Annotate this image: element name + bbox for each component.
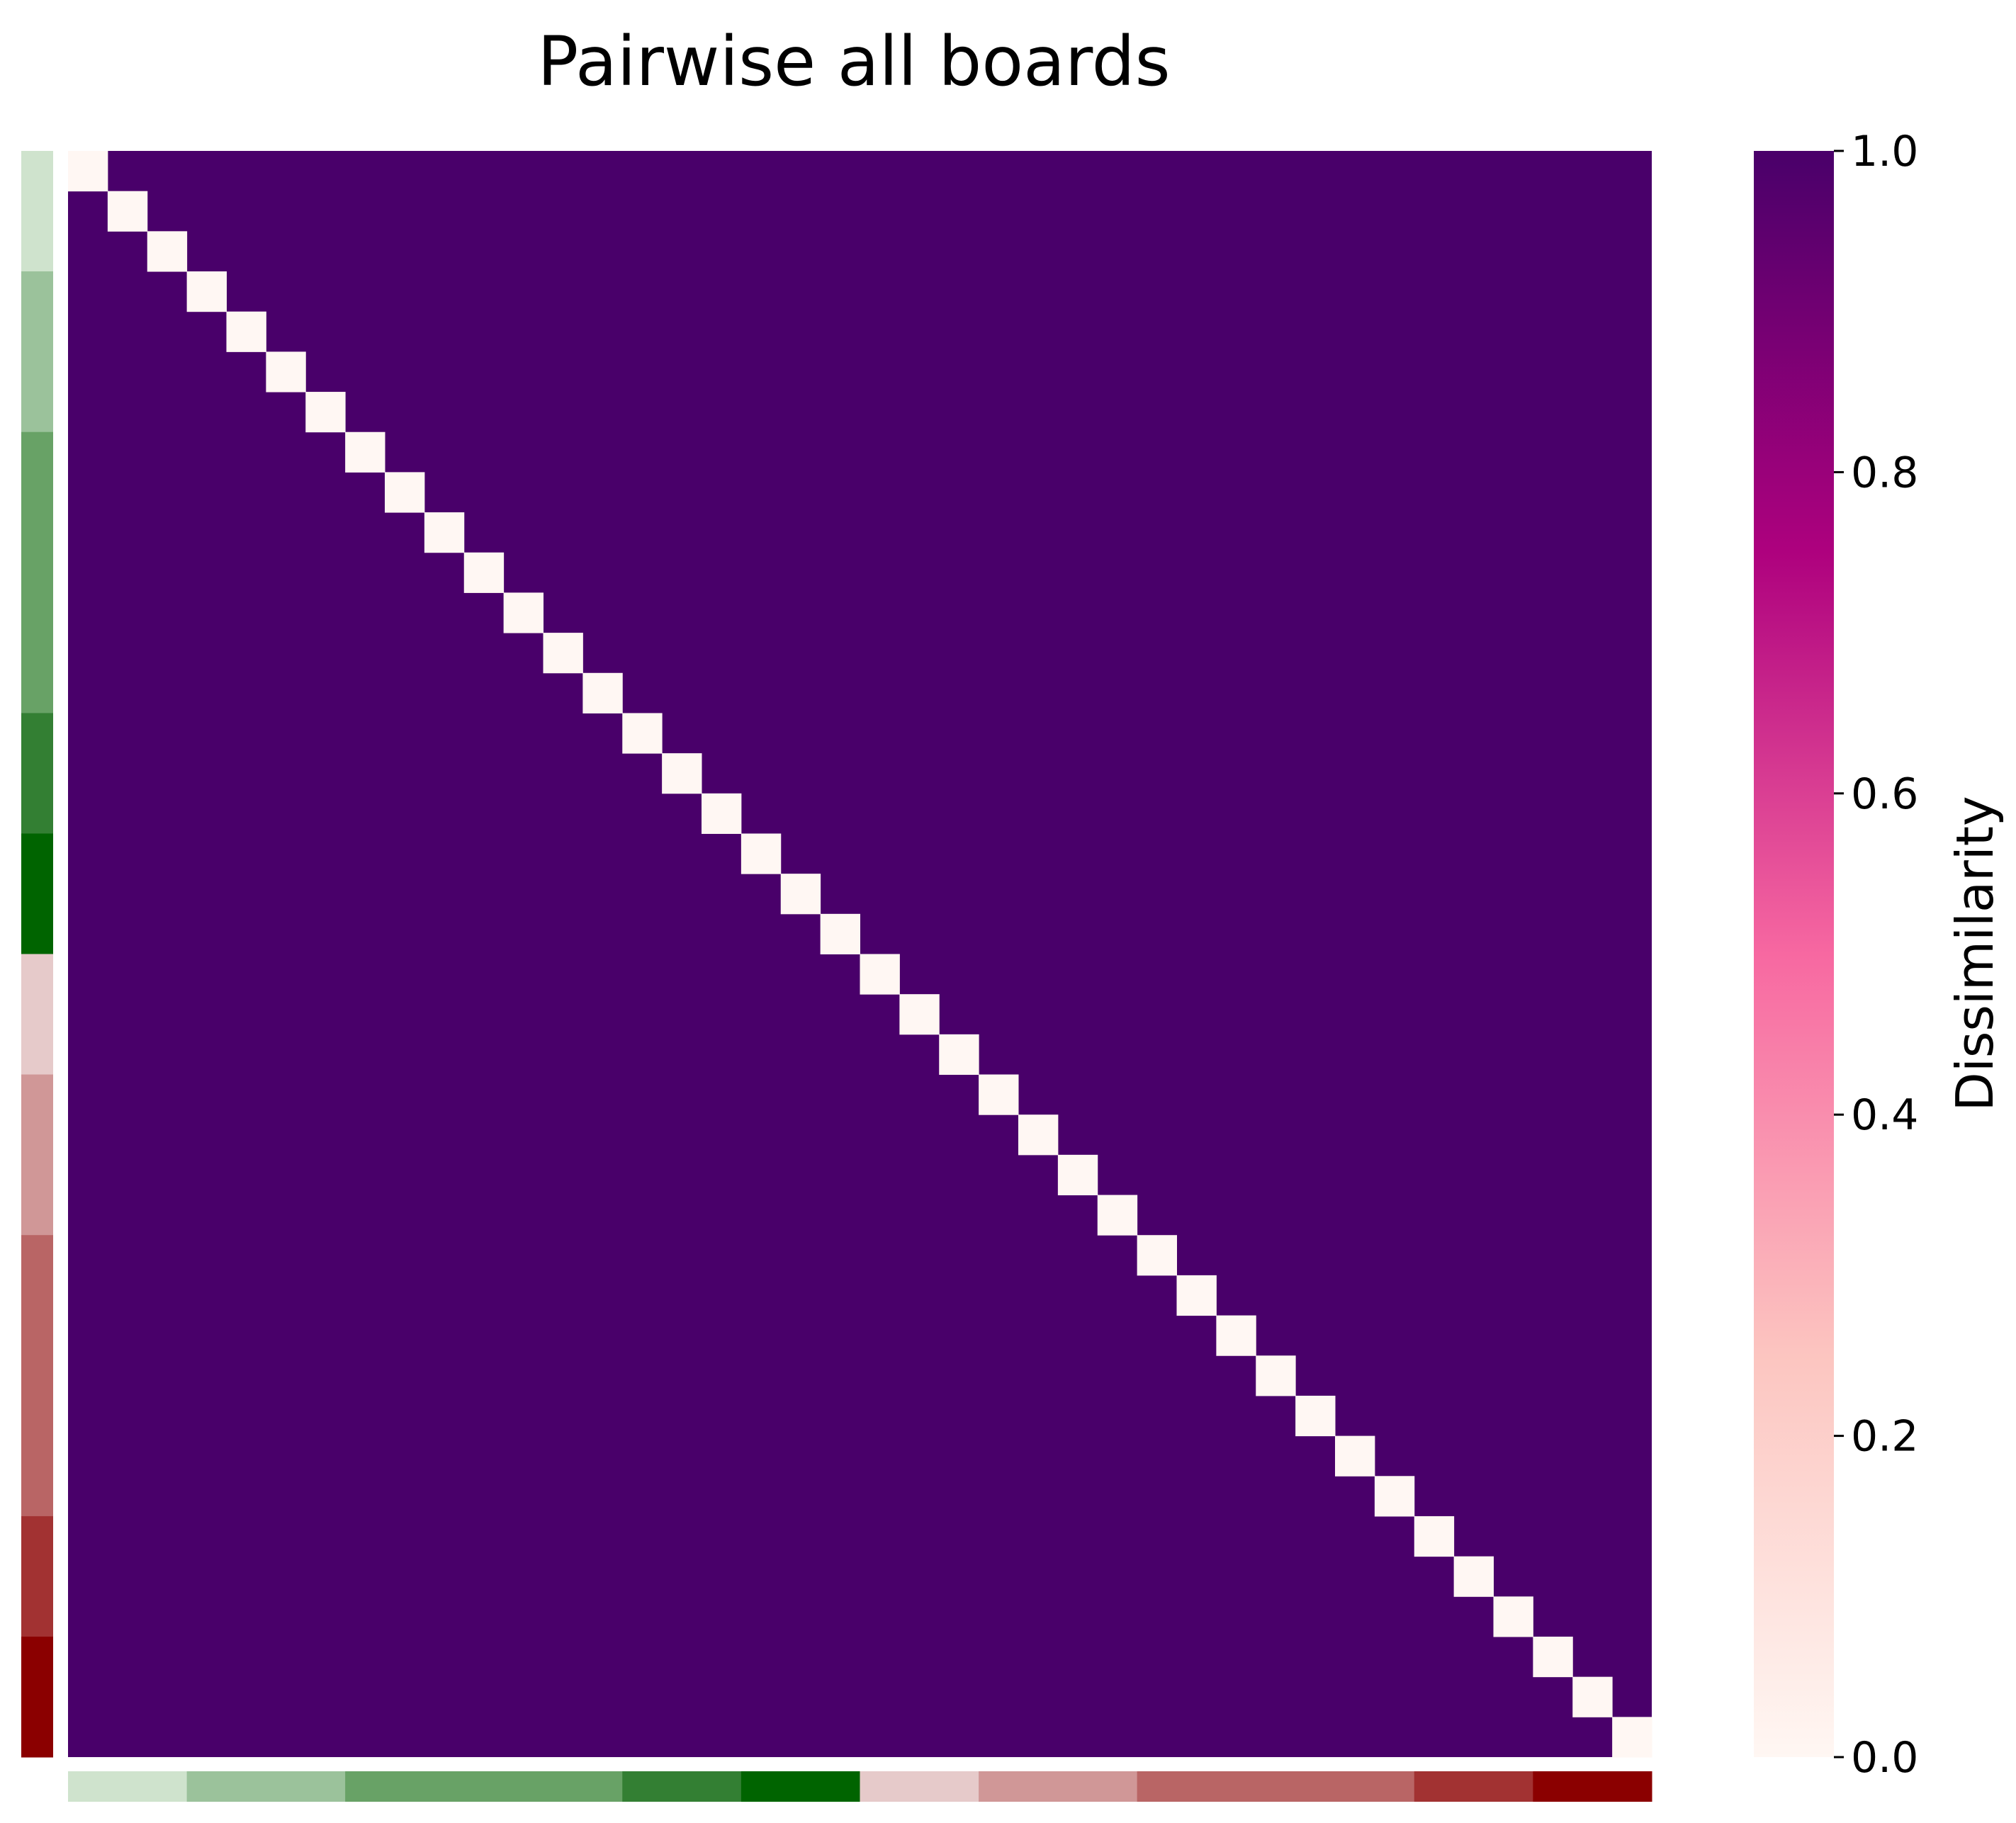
- colorbar-label: Dissimilarity: [1945, 796, 2005, 1111]
- heatmap-diagonal-cell: [107, 191, 148, 232]
- heatmap-diagonal-cell: [1414, 1516, 1455, 1557]
- column-group-swatch: [979, 1771, 1138, 1802]
- row-group-swatch: [21, 1235, 53, 1517]
- colorbar-tick-label: 0.4: [1851, 1090, 1918, 1140]
- chart-title: Pairwise all boards: [537, 22, 1170, 101]
- heatmap-diagonal-cell: [305, 392, 346, 433]
- row-group-swatch: [21, 1636, 53, 1758]
- colorbar-tick-label: 0.0: [1851, 1733, 1918, 1783]
- heatmap-cells: [68, 151, 1652, 1758]
- colorbar: [1754, 151, 1834, 1757]
- heatmap-diagonal-cell: [147, 231, 188, 272]
- heatmap-diagonal-cell: [1335, 1435, 1375, 1477]
- heatmap-diagonal-cell: [503, 592, 544, 633]
- heatmap-diagonal-cell: [186, 271, 227, 312]
- heatmap-diagonal-cell: [979, 1074, 1019, 1115]
- heatmap-diagonal-cell: [463, 552, 505, 593]
- heatmap-diagonal-cell: [266, 351, 306, 393]
- row-group-swatch: [21, 713, 53, 834]
- colorbar-ticks: 0.0 0.2 0.4 0.6 0.8 1.0: [1834, 127, 1918, 1783]
- row-group-swatch: [21, 431, 53, 713]
- column-group-swatch: [860, 1771, 979, 1802]
- heatmap-diagonal-cell: [740, 833, 782, 874]
- heatmap-diagonal-cell: [820, 913, 860, 954]
- heatmap-diagonal-cell: [1137, 1235, 1177, 1276]
- heatmap-diagonal-cell: [1453, 1556, 1494, 1597]
- heatmap-diagonal-cell: [345, 431, 385, 473]
- column-group-swatch: [622, 1771, 742, 1802]
- heatmap-diagonal-cell: [68, 151, 108, 192]
- colorbar-tick-label: 0.8: [1851, 448, 1918, 497]
- heatmap-diagonal-cell: [582, 672, 623, 713]
- heatmap-diagonal-cell: [899, 994, 940, 1035]
- row-group-swatch: [21, 271, 53, 433]
- heatmap-diagonal-cell: [1533, 1636, 1573, 1678]
- row-color-strip: [21, 151, 53, 1758]
- column-group-swatch: [68, 1771, 188, 1802]
- heatmap-diagonal-cell: [1374, 1476, 1415, 1517]
- heatmap-diagonal-cell: [543, 633, 583, 674]
- row-group-swatch: [21, 151, 53, 272]
- heatmap-diagonal-cell: [1256, 1355, 1296, 1396]
- row-group-swatch: [21, 833, 53, 954]
- column-group-swatch: [345, 1771, 623, 1802]
- heatmap-diagonal-cell: [780, 874, 821, 915]
- heatmap-diagonal-cell: [226, 311, 266, 352]
- colorbar-tick-label: 0.2: [1851, 1412, 1918, 1462]
- heatmap-diagonal-cell: [1612, 1717, 1652, 1758]
- column-group-swatch: [1137, 1771, 1415, 1802]
- heatmap-diagonal-cell: [1057, 1154, 1098, 1196]
- heatmap-diagonal-cell: [1176, 1275, 1217, 1316]
- heatmap-diagonal-cell: [385, 472, 425, 513]
- heatmap-diagonal-cell: [1097, 1195, 1138, 1236]
- column-color-strip: [68, 1771, 1652, 1802]
- heatmap-diagonal-cell: [939, 1034, 979, 1076]
- heatmap-diagonal-cell: [1493, 1596, 1533, 1637]
- heatmap-diagonal-cell: [1295, 1395, 1336, 1437]
- heatmap-diagonal-cell: [702, 793, 742, 834]
- column-group-swatch: [1533, 1771, 1652, 1802]
- heatmap-diagonal-cell: [662, 753, 702, 794]
- row-group-swatch: [21, 1074, 53, 1236]
- column-group-swatch: [186, 1771, 346, 1802]
- heatmap-diagonal-cell: [622, 713, 663, 754]
- row-group-swatch: [21, 1516, 53, 1637]
- heatmap-diagonal-cell: [1018, 1114, 1059, 1156]
- heatmap-diagonal-cell: [1216, 1315, 1256, 1356]
- column-group-swatch: [740, 1771, 860, 1802]
- row-group-swatch: [21, 954, 53, 1076]
- heatmap-diagonal-cell: [1572, 1676, 1613, 1717]
- column-group-swatch: [1414, 1771, 1533, 1802]
- heatmap-diagonal-cell: [860, 954, 900, 995]
- heatmap-diagonal-cell: [424, 512, 465, 553]
- colorbar-tick-label: 1.0: [1851, 127, 1918, 176]
- colorbar-tick-label: 0.6: [1851, 769, 1918, 819]
